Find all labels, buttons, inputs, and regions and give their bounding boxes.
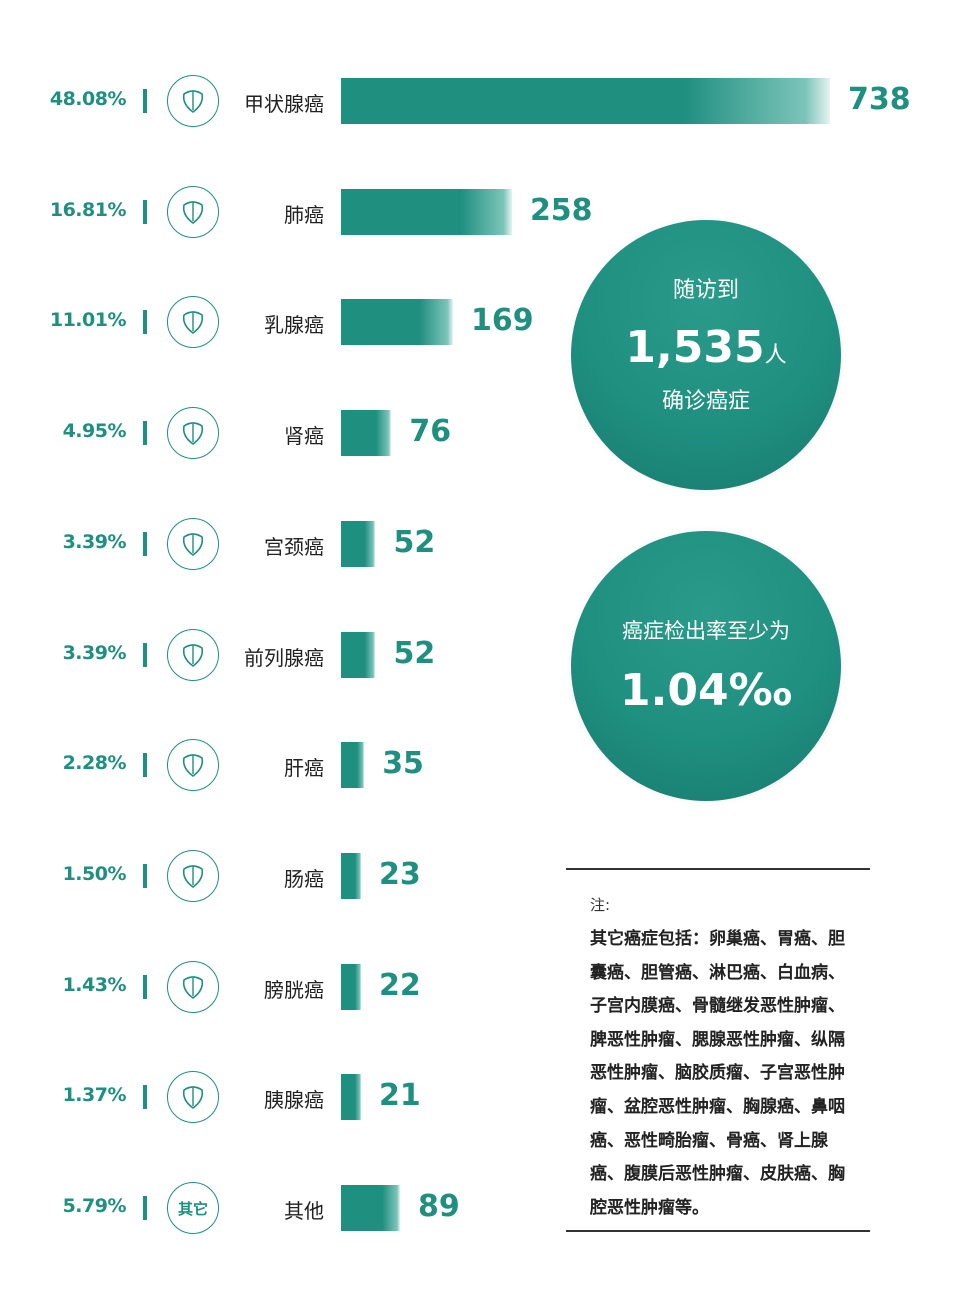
category-label: 肾癌 xyxy=(284,424,324,449)
uterus-icon xyxy=(167,517,219,570)
other-icon: 其它 xyxy=(167,1182,219,1234)
detection-rate-bubble: 癌症检出率至少为 1.04‰ xyxy=(571,531,841,801)
bar xyxy=(341,852,361,899)
category-label: 胰腺癌 xyxy=(264,1088,324,1113)
bar xyxy=(341,1185,400,1231)
lungs-icon xyxy=(167,185,219,238)
percent-label: 11.01% xyxy=(49,309,127,332)
category-label: 肠癌 xyxy=(284,866,324,891)
percent-label: 3.39% xyxy=(62,530,127,553)
note-box: 注: 其它癌症包括：卵巢癌、胃癌、胆囊癌、胆管癌、淋巴癌、白血病、子宫内膜癌、骨… xyxy=(566,868,870,1232)
stat2-number: 1.04‰ xyxy=(620,665,792,716)
separator xyxy=(143,310,147,335)
value-label: 76 xyxy=(409,414,452,450)
bladder-icon xyxy=(167,960,219,1013)
bar xyxy=(341,1074,361,1121)
category-label: 甲状腺癌 xyxy=(244,92,324,116)
category-label: 膀胱癌 xyxy=(264,977,324,1002)
separator xyxy=(143,199,147,224)
value-label: 23 xyxy=(379,856,421,892)
bar xyxy=(341,299,453,346)
stat2-top: 癌症检出率至少为 xyxy=(622,619,790,643)
note-heading: 注: xyxy=(590,896,611,914)
stat1-top: 随访到 xyxy=(672,278,739,303)
category-label: 肺癌 xyxy=(284,202,324,227)
stat1-unit: 人 xyxy=(764,343,787,368)
value-label: 22 xyxy=(379,967,421,1003)
liver-icon xyxy=(167,739,219,792)
percent-label: 1.50% xyxy=(62,862,127,885)
separator xyxy=(143,421,147,446)
category-label: 宫颈癌 xyxy=(264,534,324,559)
value-label: 169 xyxy=(470,303,534,339)
percent-label: 4.95% xyxy=(62,420,127,443)
bar xyxy=(341,410,392,457)
bar xyxy=(341,631,376,678)
thyroid-icon xyxy=(167,75,219,127)
value-label: 52 xyxy=(393,635,436,671)
percent-label: 2.28% xyxy=(62,752,127,775)
percent-label: 1.37% xyxy=(62,1084,127,1107)
value-label: 89 xyxy=(417,1189,460,1224)
category-label: 前列腺癌 xyxy=(244,645,324,670)
bar xyxy=(341,742,365,789)
value-label: 52 xyxy=(393,524,436,560)
bar xyxy=(341,520,376,567)
separator xyxy=(143,89,147,113)
percent-label: 48.08% xyxy=(49,88,127,110)
separator xyxy=(143,1085,147,1110)
percent-label: 16.81% xyxy=(49,198,127,221)
pancreas-icon xyxy=(167,1071,219,1124)
percent-label: 5.79% xyxy=(62,1195,127,1217)
bar xyxy=(341,188,512,235)
value-label: 258 xyxy=(529,192,593,228)
value-label: 738 xyxy=(848,82,911,117)
value-label: 21 xyxy=(379,1078,421,1114)
separator xyxy=(143,531,147,556)
percent-label: 1.43% xyxy=(62,973,127,996)
stat1-bottom: 确诊癌症 xyxy=(661,389,750,414)
category-label: 乳腺癌 xyxy=(264,313,324,338)
separator xyxy=(143,1196,147,1220)
bar xyxy=(341,963,361,1010)
separator xyxy=(143,863,147,888)
percent-label: 3.39% xyxy=(62,641,127,664)
separator xyxy=(143,642,147,667)
note-body: 其它癌症包括：卵巢癌、胃癌、胆囊癌、胆管癌、淋巴癌、白血病、子宫内膜癌、骨髓继发… xyxy=(590,929,845,1218)
bar xyxy=(341,78,830,124)
category-label: 肝癌 xyxy=(284,756,324,781)
separator xyxy=(143,974,147,999)
kidney-icon xyxy=(167,407,219,460)
separator xyxy=(143,753,147,778)
prostate-icon xyxy=(167,628,219,681)
value-label: 35 xyxy=(382,746,424,782)
intestine-icon xyxy=(167,849,219,902)
breast-icon xyxy=(167,296,219,349)
followup-stat-bubble: 随访到 1,535人 确诊癌症 xyxy=(571,220,841,490)
stat1-number: 1,535 xyxy=(625,322,765,373)
category-label: 其他 xyxy=(284,1199,324,1223)
